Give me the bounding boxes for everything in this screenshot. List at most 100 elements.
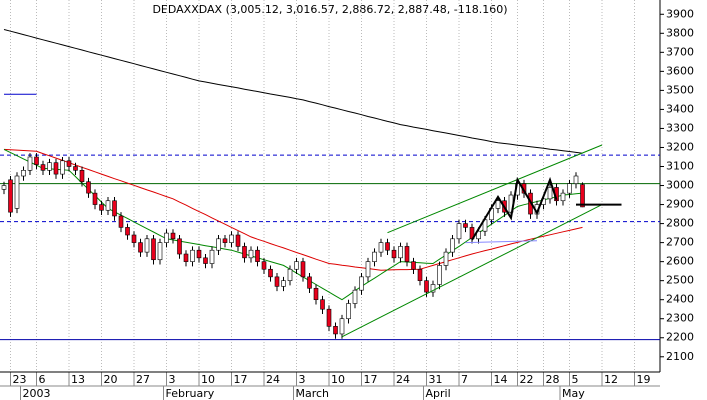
x-tick-label: 22 <box>520 373 534 386</box>
candle-body <box>261 261 267 270</box>
y-tick-label: 3800 <box>666 26 694 39</box>
candle-body <box>60 160 65 175</box>
candle-body <box>450 238 455 253</box>
candle-body <box>437 265 442 285</box>
candle-body <box>456 223 462 240</box>
candle-body <box>287 268 293 281</box>
candle-body <box>222 238 228 243</box>
candle-body <box>313 287 319 300</box>
y-tick-label: 2200 <box>666 331 694 344</box>
candle-body <box>274 276 280 287</box>
candle-body <box>346 303 351 320</box>
candle-body <box>99 204 104 211</box>
x-tick-label: 14 <box>494 373 508 386</box>
y-tick-label: 2600 <box>666 255 694 268</box>
candle-body <box>268 268 273 278</box>
x-tick-label: 5 <box>572 373 579 386</box>
candle-body <box>235 234 241 247</box>
candle-body <box>105 200 111 211</box>
candle-body <box>229 234 234 243</box>
candle-body <box>573 175 579 184</box>
y-tick-label: 2800 <box>666 217 694 230</box>
candle-body <box>255 249 260 262</box>
candle-body <box>365 261 371 278</box>
candle-body <box>320 299 325 310</box>
candle-body <box>34 156 39 165</box>
trend-line <box>387 144 603 234</box>
candle-body <box>430 284 436 293</box>
candle-body <box>209 249 215 264</box>
x-tick-label: 24 <box>396 373 410 386</box>
candle-body <box>216 238 221 251</box>
y-tick-label: 3100 <box>666 159 694 172</box>
candle-body <box>339 318 345 335</box>
candle-body <box>86 181 91 194</box>
candle-body <box>417 268 423 281</box>
y-tick-label: 3700 <box>666 45 694 58</box>
candle-body <box>183 253 189 262</box>
y-tick-label: 3300 <box>666 121 694 134</box>
candle-body <box>190 249 195 262</box>
candle-body <box>404 246 410 262</box>
period-label: May <box>562 387 585 400</box>
candle-body <box>385 242 390 251</box>
candle-body <box>352 289 358 304</box>
candle-body <box>21 170 26 177</box>
candle-body <box>398 246 403 259</box>
period-label: 2003 <box>23 387 51 400</box>
period-label: April <box>426 387 451 400</box>
x-tick-label: 17 <box>364 373 378 386</box>
candle-body <box>14 175 20 209</box>
candle-body <box>300 261 306 278</box>
candle-body <box>144 238 150 253</box>
candle-body <box>476 230 481 240</box>
candle-body <box>333 326 338 335</box>
candle-body <box>203 257 208 264</box>
candle-body <box>40 164 46 171</box>
candle-body <box>131 234 137 243</box>
candle-body <box>157 242 163 261</box>
candle-body <box>359 276 364 291</box>
candle-body <box>378 242 384 253</box>
x-tick-label: 3 <box>299 373 306 386</box>
x-tick-label: 23 <box>13 373 27 386</box>
trend-line <box>471 176 558 241</box>
y-tick-label: 3200 <box>666 140 694 153</box>
candle-body <box>8 179 13 213</box>
candle-body <box>391 249 397 259</box>
x-tick-label: 10 <box>331 373 345 386</box>
y-tick-label: 2500 <box>666 274 694 287</box>
candle-body <box>27 156 33 171</box>
candle-body <box>326 308 332 327</box>
y-tick-label: 2300 <box>666 312 694 325</box>
x-tick-label: 3 <box>169 373 176 386</box>
candle-body <box>66 160 72 167</box>
moving-average <box>3 29 583 154</box>
x-tick-label: 10 <box>201 373 215 386</box>
y-tick-label: 3500 <box>666 83 694 96</box>
candle-body <box>547 187 553 200</box>
x-tick-label: 12 <box>604 373 618 386</box>
moving-average <box>3 148 583 271</box>
y-tick-label: 2700 <box>666 236 694 249</box>
y-tick-label: 3000 <box>666 179 694 192</box>
candle-body <box>79 170 85 183</box>
y-tick-label: 3400 <box>666 102 694 115</box>
candle-body <box>424 280 429 293</box>
candle-body <box>281 280 286 287</box>
candle-body <box>73 166 78 171</box>
candle-body <box>177 238 182 255</box>
candle-body <box>170 232 176 240</box>
candle-body <box>53 162 59 175</box>
candle-body <box>248 249 254 259</box>
trend-line <box>465 240 538 244</box>
period-label: February <box>166 387 215 400</box>
candle-body <box>138 242 143 253</box>
y-tick-label: 2100 <box>666 350 694 363</box>
candle-body <box>196 249 202 259</box>
candle-body <box>92 192 98 205</box>
trend-line <box>341 204 603 338</box>
